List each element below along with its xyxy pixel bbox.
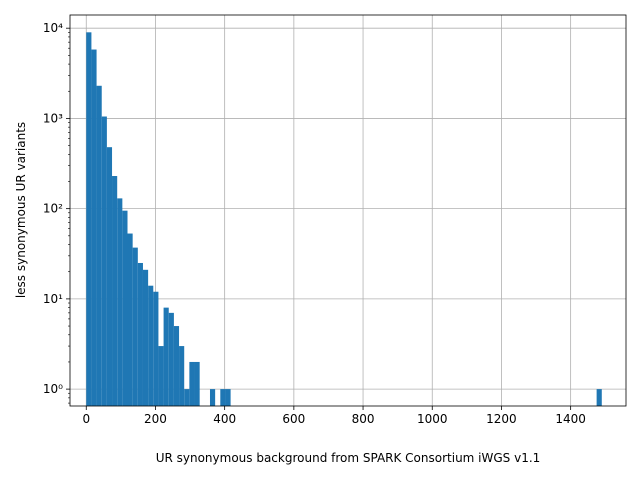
histogram-bar <box>153 291 159 406</box>
x-tick-label: 1200 <box>486 412 517 426</box>
plot-frame <box>69 14 627 407</box>
histogram-bar <box>163 307 169 406</box>
x-tick-label: 200 <box>144 412 167 426</box>
plot-area <box>70 15 626 406</box>
y-tick-label: 10² <box>43 202 63 216</box>
y-axis-ticks: 10⁰ 10¹ 10² 10³ 10⁴ <box>43 21 70 404</box>
histogram-bar <box>173 326 180 406</box>
histogram-bar <box>132 247 138 406</box>
histogram-bar <box>220 389 226 406</box>
histogram-bars <box>86 32 602 407</box>
histogram-bar <box>86 32 92 406</box>
histogram-bar <box>168 312 174 406</box>
histogram-bar <box>127 233 133 406</box>
histogram-bar <box>122 210 128 406</box>
x-tick-label: 400 <box>213 412 236 426</box>
histogram-bar <box>117 198 123 406</box>
histogram-bar <box>112 176 118 406</box>
histogram-bar <box>209 389 216 406</box>
y-axis-label: less synonymous UR variants <box>14 122 28 298</box>
histogram-bar <box>148 285 154 406</box>
histogram-bar <box>106 147 113 406</box>
histogram-bar <box>596 389 602 406</box>
x-tick-label: 1000 <box>417 412 448 426</box>
histogram-bar <box>179 346 185 406</box>
histogram-bar <box>158 346 164 406</box>
y-tick-label: 10⁰ <box>43 382 63 396</box>
y-tick-label: 10¹ <box>43 292 63 306</box>
y-tick-label: 10⁴ <box>43 21 63 35</box>
grid-lines <box>70 15 626 406</box>
y-tick-label: 10³ <box>43 111 63 125</box>
histogram-bar <box>225 389 231 406</box>
histogram-bar <box>101 116 107 406</box>
x-tick-label: 800 <box>352 412 375 426</box>
histogram-bar <box>189 361 195 406</box>
x-tick-label: 1400 <box>555 412 586 426</box>
histogram-bar <box>194 361 200 406</box>
histogram-bar <box>184 389 190 406</box>
x-axis-label: UR synonymous background from SPARK Cons… <box>156 451 541 465</box>
histogram-bar <box>137 262 143 406</box>
histogram-bar <box>96 85 102 407</box>
histogram-bar <box>91 49 97 407</box>
x-axis-ticks: 0 200 400 600 800 1000 1200 1400 <box>82 406 586 426</box>
histogram-bar <box>142 269 149 406</box>
x-tick-label: 600 <box>282 412 305 426</box>
x-tick-label: 0 <box>82 412 90 426</box>
